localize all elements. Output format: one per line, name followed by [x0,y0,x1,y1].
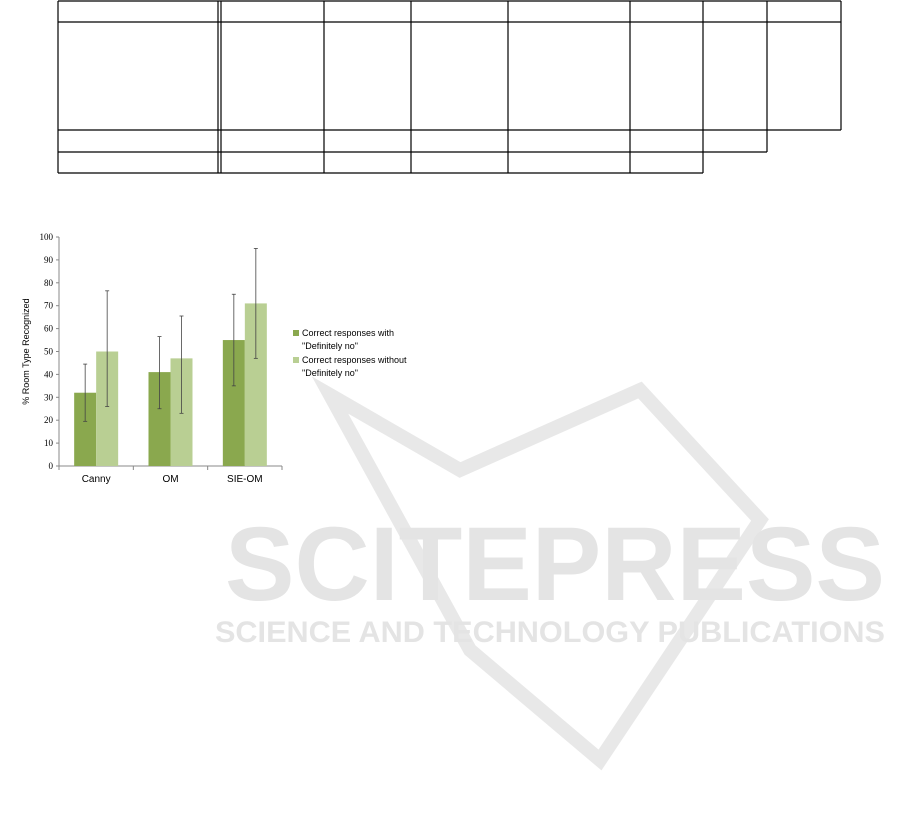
bar [222,340,245,466]
legend-swatch [293,330,299,336]
legend-label: Correct responses with [302,328,394,338]
legend-label: "Definitely no" [302,368,358,378]
y-tick-label: 100 [40,232,54,242]
y-tick-label: 70 [44,301,54,311]
y-tick-label: 50 [44,347,54,357]
y-tick-label: 20 [44,415,54,425]
x-tick-label: OM [162,474,178,485]
y-axis-label: % Room Type Recognized [21,298,31,404]
y-tick-label: 30 [44,392,54,402]
empty-table [57,0,842,174]
x-tick-label: SIE-OM [227,474,263,485]
bar-chart: 0 10 20 30 40 50 60 70 80 90 100 Canny OM SIE-OM % Roo… [21,232,407,485]
legend-label: Correct responses without [302,355,407,365]
legend-label: "Definitely no" [302,341,358,351]
bar [244,303,267,466]
y-tick-label: 0 [49,461,54,471]
bar [148,372,171,466]
y-tick-label: 40 [44,369,54,379]
y-tick-label: 90 [44,255,54,265]
watermark-subtitle: SCIENCE AND TECHNOLOGY PUBLICATIONS [215,616,885,649]
bar [96,351,119,466]
y-tick-label: 80 [44,278,54,288]
legend-swatch [293,357,299,363]
y-tick-label: 10 [44,438,54,448]
watermark-title: SCITEPRESS [225,506,885,623]
x-tick-label: Canny [82,474,111,485]
y-tick-label: 60 [44,324,54,334]
bar [74,392,97,466]
